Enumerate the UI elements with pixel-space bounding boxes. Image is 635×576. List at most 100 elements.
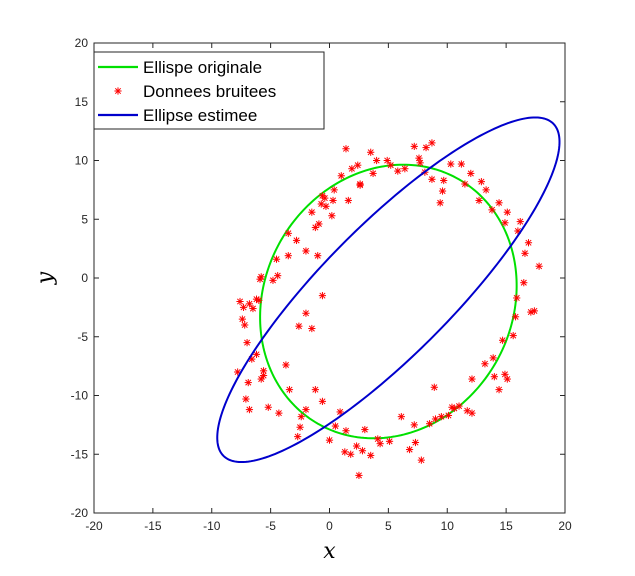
- data-point: [257, 273, 265, 281]
- data-point: [342, 145, 350, 153]
- marker-stroke: [331, 186, 338, 193]
- marker-stroke: [338, 172, 345, 179]
- axes-layer: -20 -15 -10 -5 0 5 10 15 20 -20 -15 -10 -5 0 5 10 15 20 x y: [33, 36, 572, 564]
- marker-stroke: [326, 437, 333, 444]
- y-tick-label: 15: [75, 95, 89, 109]
- data-point: [387, 161, 395, 169]
- data-point: [513, 294, 521, 302]
- marker-stroke: [354, 162, 361, 169]
- data-point: [383, 156, 391, 165]
- marker-stroke: [321, 195, 328, 202]
- marker-stroke: [386, 438, 393, 445]
- data-point: [501, 370, 509, 378]
- marker-stroke: [293, 237, 300, 244]
- data-point: [490, 373, 498, 381]
- marker-stroke: [240, 304, 247, 311]
- data-point: [264, 403, 272, 411]
- marker-stroke: [491, 373, 498, 380]
- data-point: [285, 386, 294, 394]
- marker-stroke: [426, 420, 433, 427]
- marker-stroke: [418, 457, 425, 464]
- marker-stroke: [504, 209, 511, 216]
- marker-stroke: [510, 332, 517, 339]
- legend-label: Ellipse estimee: [143, 106, 257, 125]
- marker-stroke: [411, 143, 418, 150]
- y-tick-label: -5: [77, 330, 88, 344]
- data-point: [436, 199, 444, 207]
- data-point: [405, 445, 414, 454]
- marker-stroke: [438, 413, 445, 420]
- data-point: [292, 236, 301, 244]
- y-tick-label: 5: [81, 212, 88, 226]
- marker-stroke: [428, 176, 435, 183]
- marker-stroke: [439, 187, 446, 195]
- data-point: [477, 178, 485, 186]
- data-point: [284, 229, 292, 237]
- data-point: [521, 249, 529, 257]
- marker-stroke: [464, 407, 471, 414]
- data-point: [430, 383, 438, 391]
- data-point: [448, 403, 456, 411]
- data-point: [461, 180, 469, 188]
- data-point: [457, 160, 465, 168]
- marker-stroke: [398, 413, 405, 420]
- data-point: [308, 324, 316, 333]
- data-point: [444, 411, 453, 420]
- data-point: [325, 436, 334, 444]
- data-point: [284, 252, 292, 260]
- marker-stroke: [322, 203, 330, 210]
- marker-stroke: [274, 272, 281, 279]
- data-point: [259, 371, 268, 380]
- data-point: [328, 212, 336, 220]
- marker-stroke: [319, 292, 326, 299]
- original-ellipse: [259, 163, 518, 440]
- marker-stroke: [481, 360, 488, 367]
- marker-stroke: [431, 384, 438, 391]
- data-point: [336, 408, 344, 416]
- data-point: [356, 181, 364, 189]
- data-point: [294, 433, 302, 441]
- data-point: [524, 239, 533, 247]
- marker-stroke: [337, 408, 344, 416]
- marker-stroke: [319, 398, 326, 405]
- data-point: [296, 423, 304, 431]
- marker-stroke: [258, 375, 265, 383]
- data-point: [245, 406, 254, 414]
- marker-stroke: [345, 197, 352, 204]
- marker-stroke: [341, 448, 348, 455]
- marker-stroke: [387, 162, 394, 169]
- data-point: [318, 397, 327, 405]
- marker-stroke: [285, 230, 292, 237]
- data-point: [394, 167, 402, 175]
- data-point: [314, 252, 322, 260]
- marker-stroke: [260, 372, 267, 379]
- marker-stroke: [332, 422, 339, 430]
- marker-stroke: [355, 472, 362, 479]
- data-point: [274, 272, 282, 280]
- marker-stroke: [318, 200, 325, 208]
- data-point: [315, 220, 323, 228]
- marker-stroke: [245, 379, 252, 386]
- x-tick-label: 15: [499, 519, 513, 533]
- x-tick-label: -10: [203, 519, 221, 533]
- y-tick-label: -20: [71, 506, 89, 520]
- marker-stroke: [520, 279, 527, 286]
- data-point: [249, 304, 257, 313]
- marker-stroke: [437, 199, 444, 206]
- x-tick-label: -5: [265, 519, 276, 533]
- legend-box: [93, 51, 325, 130]
- marker-stroke: [275, 410, 282, 417]
- marker-stroke: [501, 219, 509, 226]
- marker-stroke: [234, 368, 241, 376]
- marker-stroke: [342, 427, 350, 434]
- marker-stroke: [458, 160, 465, 168]
- data-point: [475, 196, 483, 205]
- marker-stroke: [411, 421, 418, 428]
- marker-stroke: [377, 440, 384, 447]
- data-point: [438, 187, 447, 195]
- marker-stroke: [285, 252, 292, 259]
- marker-stroke: [455, 403, 463, 410]
- marker-stroke: [514, 227, 521, 235]
- data-point: [318, 292, 327, 300]
- marker-stroke: [255, 297, 262, 304]
